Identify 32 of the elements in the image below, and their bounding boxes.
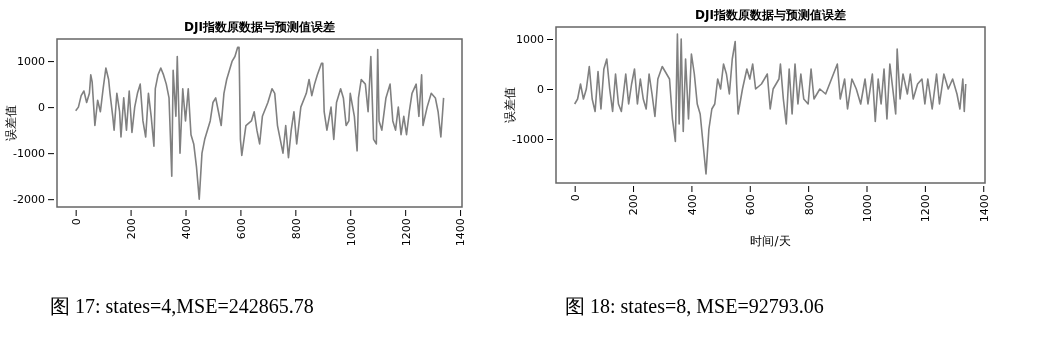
y-tick-label: 0 <box>38 101 45 115</box>
y-axis-title: 误差值 <box>503 87 517 123</box>
x-tick-label: 0 <box>569 194 583 202</box>
x-tick-label: 400 <box>179 218 193 240</box>
x-tick-label: 1000 <box>344 218 358 247</box>
x-tick-label: 1400 <box>454 218 468 247</box>
y-tick-label: -1000 <box>13 147 45 161</box>
x-tick-label: 200 <box>627 194 641 216</box>
line-series <box>573 33 967 175</box>
chart-title: DJI指数原数据与预测值误差 <box>184 20 335 34</box>
x-axis-title: 时间/天 <box>750 234 791 248</box>
y-tick-label: -2000 <box>13 193 45 207</box>
x-tick-label: 1000 <box>860 194 874 223</box>
y-tick-label: 1000 <box>516 33 544 47</box>
x-tick-label: 400 <box>685 194 699 216</box>
x-tick-label: 1200 <box>399 218 413 247</box>
x-tick-label: 600 <box>744 194 758 216</box>
x-tick-label: 1200 <box>919 194 933 223</box>
x-tick-label: 200 <box>124 218 138 240</box>
y-axis-title: 误差值 <box>4 105 18 141</box>
y-tick-label: 1000 <box>17 55 45 69</box>
line-series <box>74 46 445 200</box>
y-tick-label: 0 <box>537 83 544 97</box>
caption: 图 18: states=8, MSE=92793.06 <box>565 295 824 317</box>
caption: 图 17: states=4,MSE=242865.78 <box>50 295 314 317</box>
x-tick-label: 0 <box>70 218 84 226</box>
y-tick-label: -1000 <box>512 133 544 147</box>
chart-title: DJI指数原数据与预测值误差 <box>695 8 846 22</box>
x-tick-label: 800 <box>289 218 303 240</box>
x-tick-label: 600 <box>234 218 248 240</box>
x-tick-label: 800 <box>802 194 816 216</box>
x-tick-label: 1400 <box>977 194 991 223</box>
